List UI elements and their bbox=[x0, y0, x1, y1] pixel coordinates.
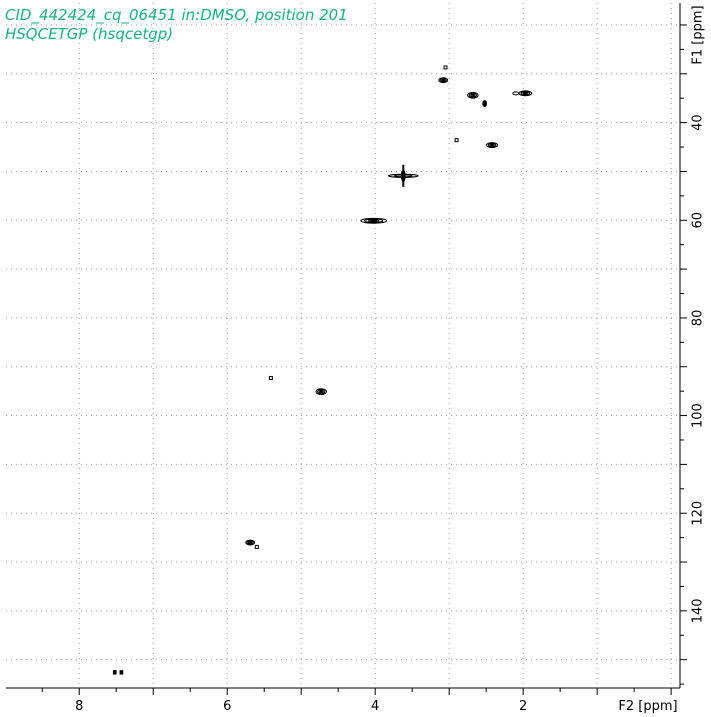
y-tick-label: 120 bbox=[691, 501, 706, 526]
x-tick-label: 2 bbox=[519, 699, 527, 714]
peak-contour bbox=[482, 100, 488, 108]
peak-contour bbox=[486, 142, 499, 149]
peak-contour bbox=[254, 544, 259, 549]
spectrum-title: CID_442424_cq_06451 in:DMSO, position 20… bbox=[5, 6, 348, 24]
peak-contour bbox=[112, 670, 117, 675]
peak-contour bbox=[268, 375, 273, 380]
peak-contour bbox=[454, 138, 459, 143]
peak-contour bbox=[467, 91, 479, 99]
peak-contour bbox=[518, 90, 533, 97]
grid-lines bbox=[6, 3, 680, 688]
y-tick-label: 140 bbox=[691, 598, 706, 623]
x-axis-title: F2 [ppm] bbox=[618, 699, 677, 714]
peak-contour bbox=[360, 217, 388, 224]
peak-contour bbox=[512, 91, 520, 96]
y-axis-title: F1 [ppm] bbox=[691, 5, 706, 64]
y-tick-label: 100 bbox=[691, 403, 706, 428]
peak-contour bbox=[388, 164, 419, 187]
peak-contour bbox=[119, 670, 124, 675]
peak-contour bbox=[245, 539, 256, 546]
peak-contour bbox=[443, 65, 448, 70]
contour-peaks bbox=[112, 65, 533, 675]
x-tick-label: 6 bbox=[223, 699, 231, 714]
y-tick-label: 40 bbox=[691, 114, 706, 131]
x-tick-label: 4 bbox=[371, 699, 379, 714]
peak-contour bbox=[438, 77, 449, 84]
axes: 8 6 4 2 F2 [ppm] 40 60 80 100 120 140 F1 [ppm] bbox=[6, 3, 706, 714]
x-tick-label: 8 bbox=[75, 699, 83, 714]
y-tick-label: 60 bbox=[691, 212, 706, 229]
y-tick-label: 80 bbox=[691, 310, 706, 327]
experiment-title: HSQCETGP (hsqcetgp) bbox=[5, 25, 174, 43]
peak-contour bbox=[315, 388, 327, 396]
